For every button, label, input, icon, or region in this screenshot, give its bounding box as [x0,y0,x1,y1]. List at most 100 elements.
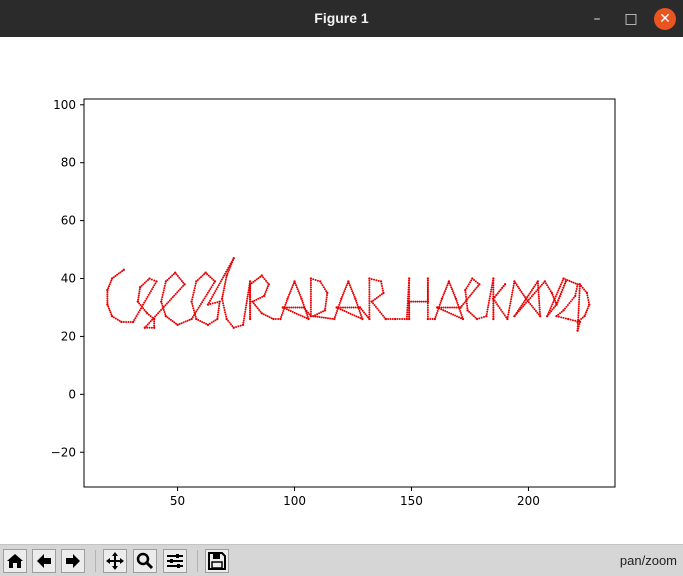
y-tick-label: 100 [53,98,76,112]
data-point [554,295,557,298]
data-point [416,300,419,303]
data-point [511,289,514,292]
data-point [138,286,142,289]
data-point [210,321,213,324]
data-point [136,300,140,303]
data-point [291,284,294,287]
data-point [211,284,214,287]
data-point [406,311,409,314]
data-point [459,309,462,312]
data-point [262,294,266,298]
save-button[interactable] [205,549,229,573]
data-point [346,306,349,309]
data-point [326,291,329,295]
data-point [466,307,469,310]
data-point [475,286,478,289]
data-point [338,303,341,306]
data-point [107,285,110,288]
data-point [299,295,302,298]
data-point [223,309,226,312]
data-point [466,309,469,312]
data-point [583,314,586,318]
data-point [227,319,230,322]
data-point [206,303,210,306]
data-point [228,268,231,271]
back-button[interactable] [32,549,56,573]
data-point [448,306,451,309]
data-point [218,305,221,308]
data-point [350,288,353,291]
data-point [576,285,579,288]
data-point [182,321,185,324]
data-point [526,296,529,299]
data-point [492,297,495,300]
close-button[interactable]: ✕ [654,8,676,30]
data-point [470,293,473,296]
data-point [168,317,171,320]
data-point [552,295,555,298]
figure-canvas[interactable]: 50 100 150 200 −20 0 20 40 60 80 100 [0,37,683,544]
data-point [442,293,445,296]
data-point [418,300,421,303]
data-point [241,323,245,327]
data-point [576,327,579,330]
data-point [373,278,376,281]
data-point [547,311,550,314]
data-point [297,313,300,316]
data-point [180,280,183,283]
data-point [223,285,226,288]
data-point [162,308,165,311]
maximize-button[interactable]: □ [624,11,638,27]
subplots-button[interactable] [163,549,187,573]
data-point [348,284,351,287]
minimize-button[interactable]: – [593,11,601,27]
data-point [256,307,259,310]
data-point [242,319,245,322]
data-point [341,309,344,312]
data-point [285,301,288,304]
data-point [190,300,193,303]
data-point [249,285,252,288]
data-point [574,294,577,298]
data-point [246,295,249,298]
data-point [114,317,117,320]
data-point [217,311,220,314]
home-button[interactable] [3,549,27,573]
data-point [507,313,510,316]
data-point [512,287,515,290]
data-point [312,278,315,281]
pan-button[interactable] [103,549,127,573]
data-point [288,292,291,294]
data-point [147,313,150,316]
forward-button[interactable] [61,549,85,573]
data-point [285,299,288,302]
data-point [448,282,451,285]
data-point [107,305,110,308]
data-point [524,301,527,304]
data-point [267,283,270,286]
data-point [501,286,504,289]
data-point [207,274,210,277]
data-point [144,299,147,302]
toolbar-separator [95,550,96,572]
zoom-button[interactable] [133,549,157,573]
data-point [146,295,149,298]
data-point [295,286,298,289]
data-point [261,295,264,298]
data-point [513,314,516,318]
data-point [414,300,417,303]
data-point [106,299,109,302]
data-point [387,318,390,321]
data-point [125,320,128,323]
data-point [457,306,460,309]
data-point [137,296,140,299]
data-point [223,283,226,286]
data-point [444,306,447,309]
data-point [226,268,229,271]
data-point [176,291,179,294]
data-point [551,293,554,296]
y-tick-label: −20 [51,445,76,459]
data-point [571,298,574,301]
data-point [174,292,177,295]
data-point [246,297,249,300]
